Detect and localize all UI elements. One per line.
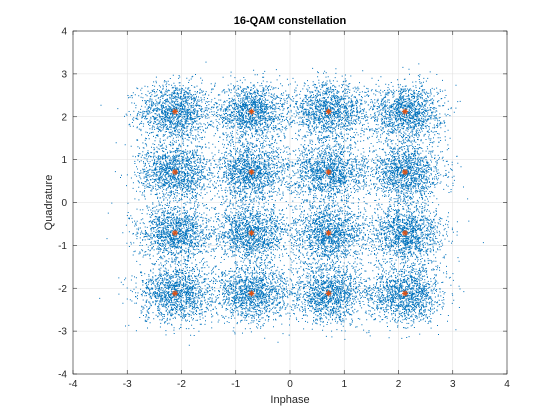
x-tick-label: 2 bbox=[396, 379, 402, 390]
y-tick-label: 0 bbox=[61, 198, 67, 209]
x-tick-label: 4 bbox=[504, 379, 510, 390]
received-symbol-points bbox=[333, 246, 465, 339]
reference-point bbox=[402, 169, 409, 176]
received-symbol-points bbox=[191, 115, 312, 221]
x-tick-label: -1 bbox=[231, 379, 240, 390]
received-cluster bbox=[114, 117, 237, 219]
y-tick-label: 4 bbox=[61, 27, 67, 38]
reference-point bbox=[248, 108, 255, 115]
x-tick-label: 3 bbox=[450, 379, 456, 390]
y-tick-label: -2 bbox=[58, 284, 67, 295]
reference-point bbox=[171, 108, 178, 115]
reference-constellation-layer bbox=[171, 108, 409, 297]
received-cluster bbox=[106, 185, 234, 284]
reference-point bbox=[325, 108, 332, 115]
received-cluster bbox=[186, 183, 315, 278]
received-symbol-points bbox=[106, 185, 234, 284]
received-cluster bbox=[345, 63, 461, 165]
x-tick-label: 1 bbox=[341, 379, 347, 390]
received-symbol-points bbox=[278, 185, 383, 287]
y-tick-label: -3 bbox=[58, 327, 67, 338]
x-tick-label: -4 bbox=[69, 379, 78, 390]
y-axis-label: Quadrature bbox=[43, 175, 55, 231]
received-cluster bbox=[99, 250, 229, 346]
x-tick-label: -3 bbox=[123, 379, 132, 390]
received-symbol-points bbox=[261, 67, 390, 164]
reference-point bbox=[402, 108, 409, 115]
reference-point bbox=[248, 229, 255, 236]
x-tick-label: 0 bbox=[287, 379, 293, 390]
reference-point bbox=[171, 169, 178, 176]
received-cluster bbox=[273, 244, 398, 340]
received-symbol-points bbox=[191, 238, 313, 343]
reference-point bbox=[171, 290, 178, 297]
received-cluster bbox=[340, 128, 462, 231]
x-tick-label: -2 bbox=[177, 379, 186, 390]
received-cluster bbox=[261, 67, 390, 164]
y-tick-label: -1 bbox=[58, 241, 67, 252]
reference-point bbox=[325, 290, 332, 297]
received-cluster bbox=[192, 69, 320, 158]
received-symbol-points bbox=[340, 128, 462, 231]
received-symbol-points bbox=[186, 183, 315, 278]
y-tick-label: 2 bbox=[61, 112, 67, 123]
reference-point bbox=[248, 290, 255, 297]
reference-point bbox=[402, 229, 409, 236]
received-cluster bbox=[278, 185, 383, 287]
reference-point bbox=[248, 169, 255, 176]
received-symbol-points bbox=[273, 244, 398, 340]
received-symbol-points bbox=[99, 250, 229, 346]
x-axis-label: Inphase bbox=[270, 394, 309, 406]
chart-title: 16-QAM constellation bbox=[234, 15, 347, 27]
reference-point bbox=[325, 169, 332, 176]
y-tick-label: 3 bbox=[61, 69, 67, 80]
y-tick-label: 1 bbox=[61, 155, 67, 166]
received-symbol-points bbox=[349, 186, 484, 280]
received-cluster bbox=[191, 115, 312, 221]
received-symbol-points bbox=[192, 69, 320, 158]
reference-point bbox=[325, 229, 332, 236]
received-cluster bbox=[333, 246, 465, 339]
ticks: -4 -3 -2 -1 0 1 2 3 4 -4 -3 -2 -1 0 1 2 3 4 bbox=[58, 27, 510, 391]
reference-point bbox=[402, 290, 409, 297]
received-symbol-points bbox=[114, 117, 237, 219]
received-symbols-layer bbox=[99, 61, 484, 346]
received-cluster bbox=[191, 238, 313, 343]
received-cluster bbox=[349, 186, 484, 280]
y-tick-label: -4 bbox=[58, 370, 67, 381]
received-symbol-points bbox=[345, 63, 461, 165]
reference-point bbox=[171, 229, 178, 236]
